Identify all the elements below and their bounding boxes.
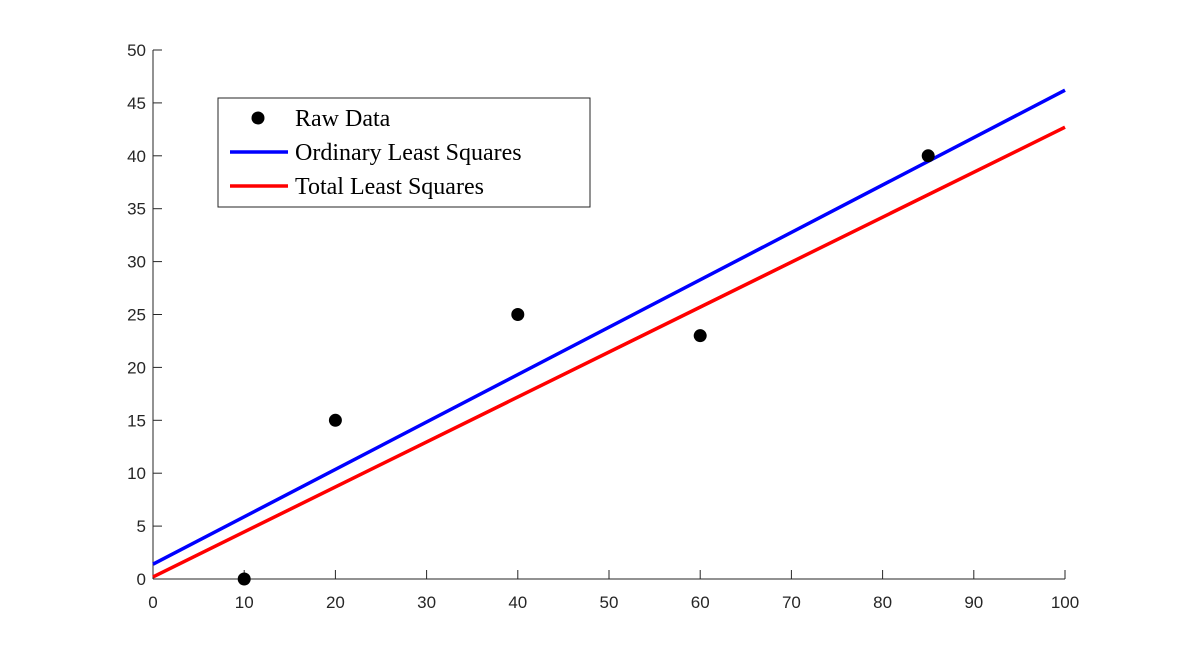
series-line-total-least-squares	[152, 125, 1066, 579]
y-tick-label: 10	[127, 464, 146, 483]
legend-marker	[251, 111, 265, 125]
x-tick-label: 90	[964, 593, 983, 612]
legend-label: Raw Data	[295, 106, 391, 132]
x-tick-label: 70	[782, 593, 801, 612]
y-tick-label: 20	[127, 358, 146, 377]
data-point	[328, 413, 342, 427]
x-tick-label: 20	[326, 593, 345, 612]
x-tick-label: 0	[148, 593, 157, 612]
y-tick-label: 40	[127, 147, 146, 166]
legend-label: Ordinary Least Squares	[295, 140, 522, 166]
x-tick-label: 50	[600, 593, 619, 612]
legend: Raw Data Ordinary Least Squares Total Leas…	[217, 97, 591, 208]
y-tick-label: 25	[127, 306, 146, 325]
y-tick-label: 35	[127, 200, 146, 219]
x-tick-label: 60	[691, 593, 710, 612]
y-tick-label: 30	[127, 253, 146, 272]
x-tick-label: 100	[1051, 593, 1079, 612]
x-tick-label: 80	[873, 593, 892, 612]
y-tick-label: 50	[127, 41, 146, 60]
y-tick-label: 45	[127, 94, 146, 113]
y-tick-label: 5	[137, 517, 146, 536]
axes: 0 10 20 30 40 50 60 70 80 90 100 0 5 10 15 20 25 30 35 40 45…	[127, 41, 1079, 612]
data-point	[921, 149, 935, 163]
plot-area	[152, 88, 1066, 586]
y-tick-label: 15	[127, 411, 146, 430]
data-point	[237, 572, 251, 586]
legend-box	[217, 97, 591, 208]
x-tick-label: 10	[235, 593, 254, 612]
data-point	[511, 308, 525, 321]
data-point	[693, 329, 707, 343]
x-tick-label: 40	[508, 593, 527, 612]
x-tick-label: 30	[417, 593, 436, 612]
y-tick-label: 0	[137, 570, 146, 589]
series-line-ordinary-least-squares	[152, 88, 1066, 566]
legend-label: Total Least Squares	[295, 174, 484, 200]
